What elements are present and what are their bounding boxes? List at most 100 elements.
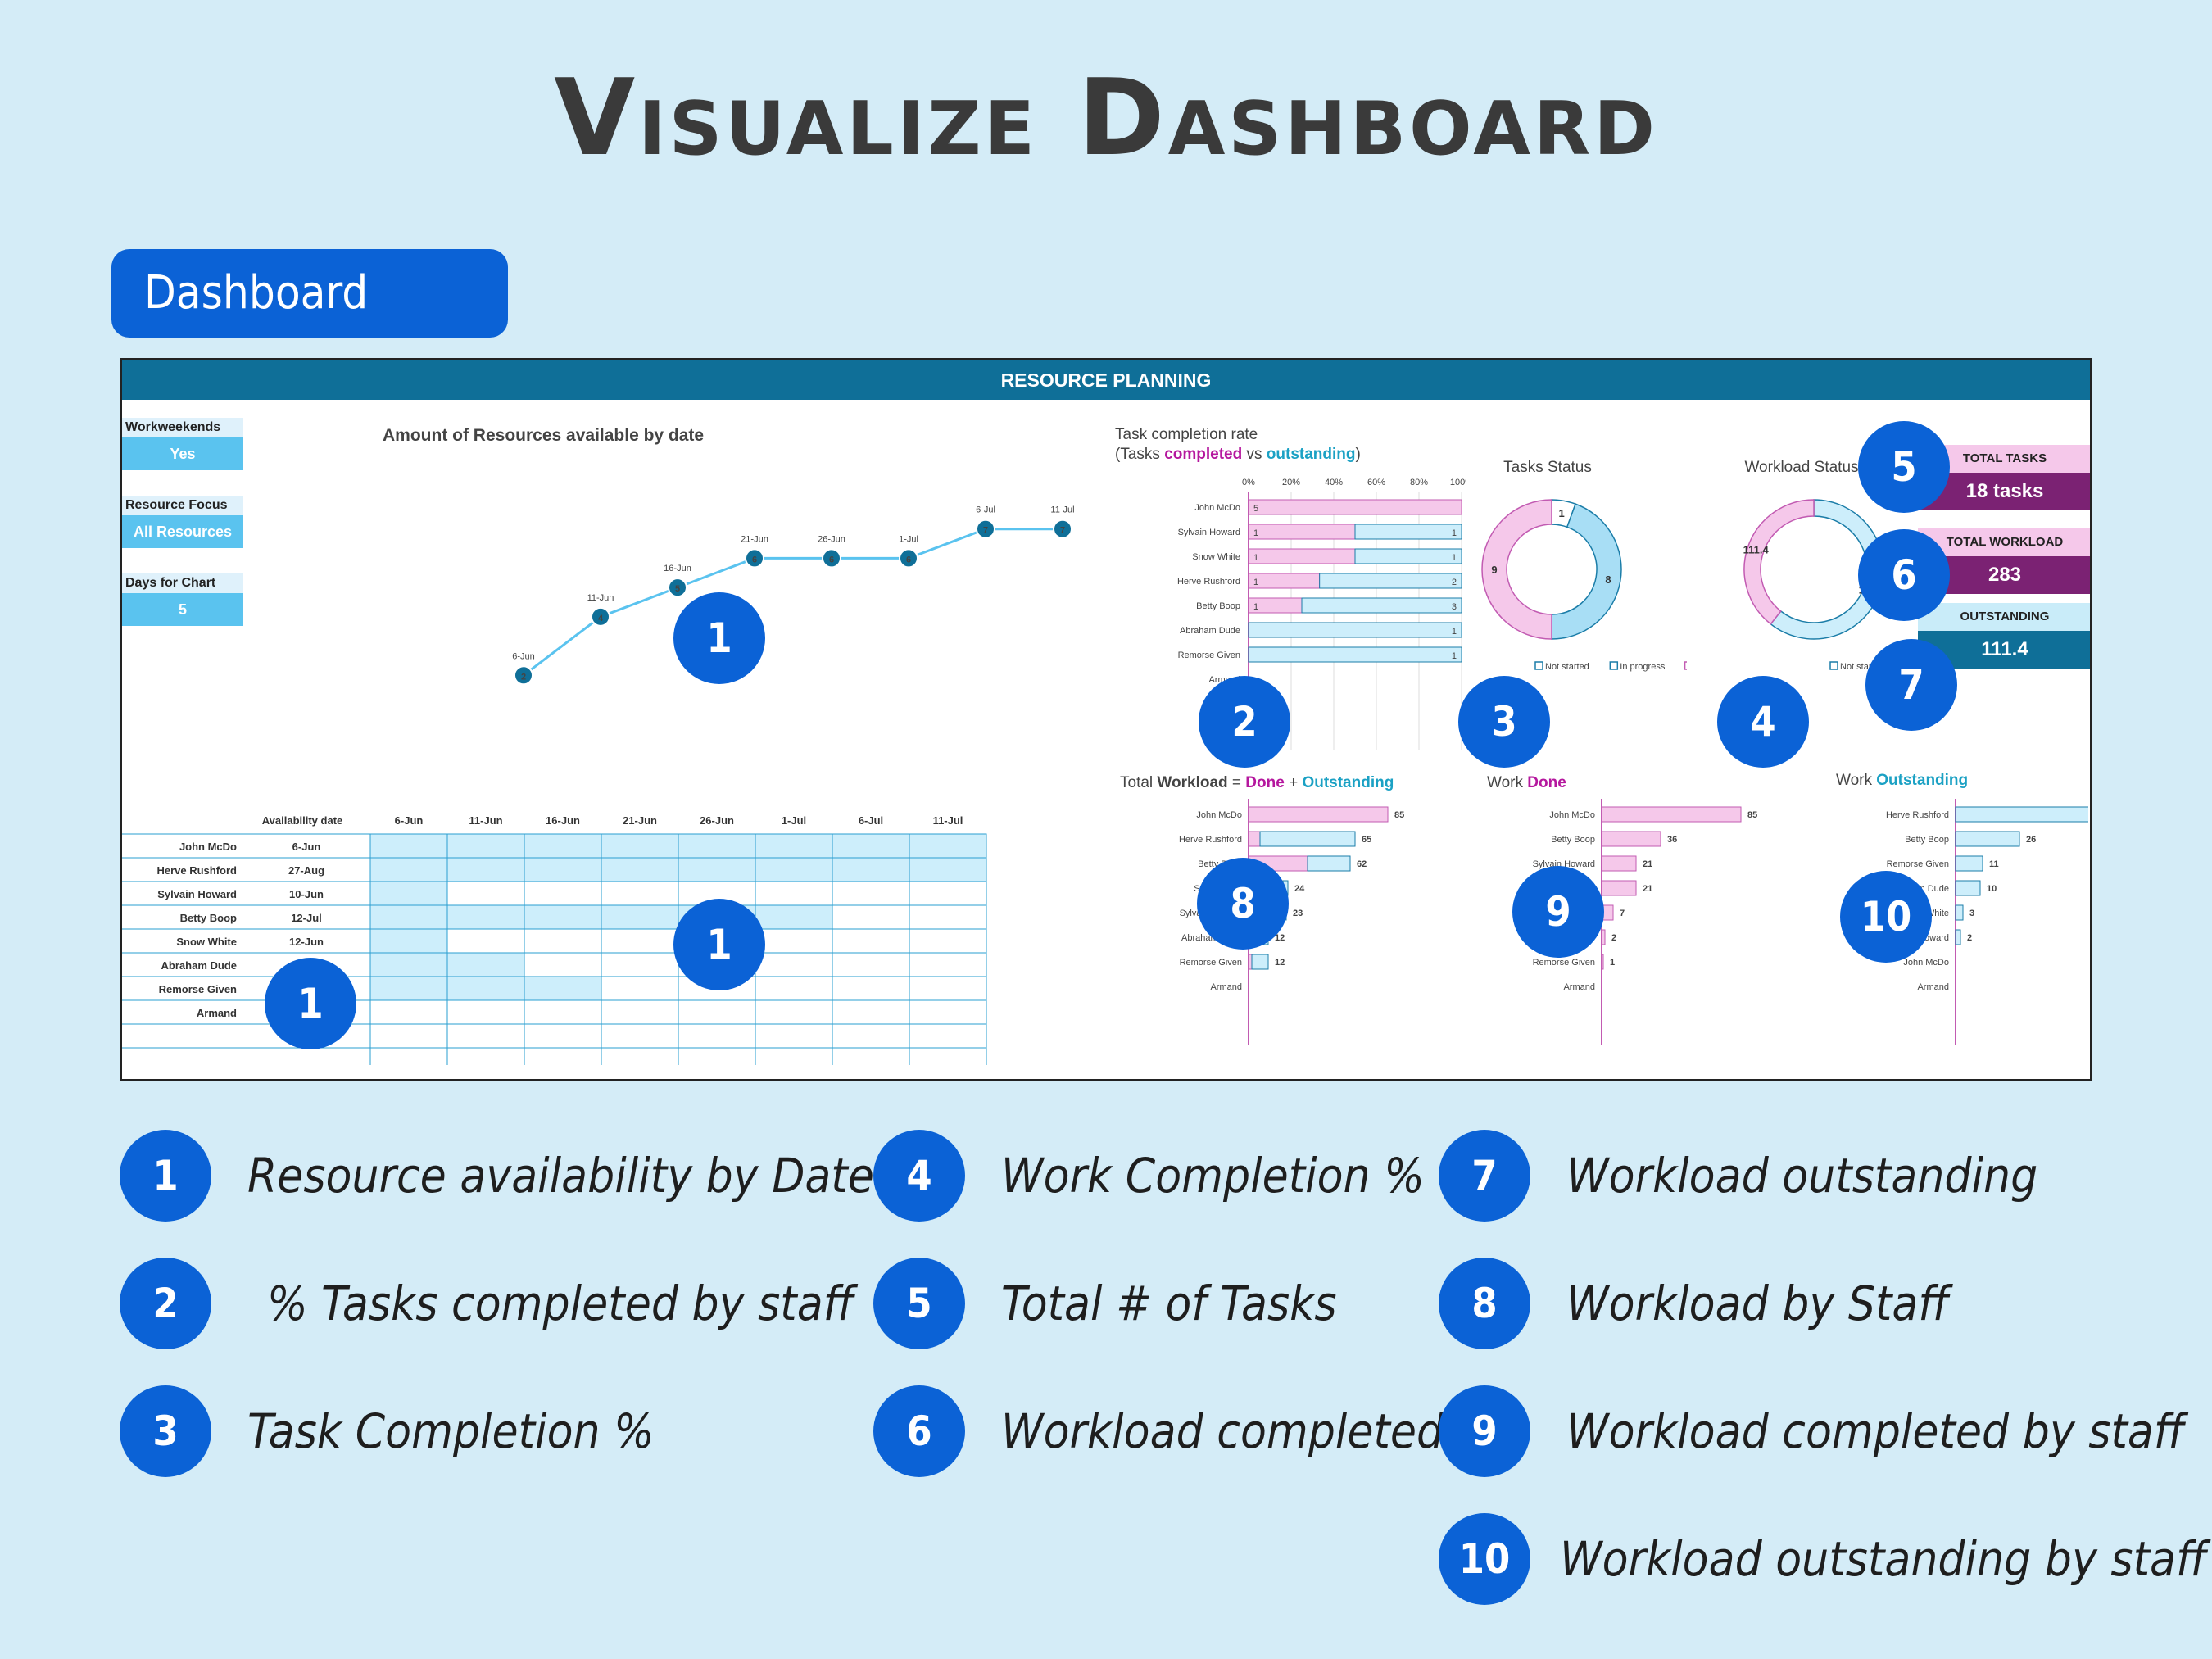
tasks-status-legend-label: Not started bbox=[1545, 662, 1589, 672]
control-resource-focus[interactable]: Resource Focus All Resources bbox=[122, 496, 243, 548]
work-outstanding-row-name: Armand bbox=[1917, 982, 1949, 992]
dashboard-output-label: Dashboard Output bbox=[111, 249, 508, 408]
rate-bar-outstanding-label: 1 bbox=[1452, 651, 1457, 661]
kpi-outstanding: OUTSTANDING 111.4 bbox=[1918, 603, 2090, 669]
legend-badge: 4 bbox=[873, 1130, 965, 1222]
control-value[interactable]: Yes bbox=[122, 437, 243, 470]
table-cell bbox=[369, 904, 448, 930]
availability-point bbox=[745, 548, 764, 569]
work-done-row-name: Armand bbox=[1563, 982, 1595, 992]
availability-point-value: 5 bbox=[675, 584, 680, 594]
total-workload-bar-total: 24 bbox=[1294, 884, 1305, 894]
overlay-badge-6: 6 bbox=[1858, 529, 1950, 621]
legend-text: Task Completion % bbox=[247, 1403, 655, 1459]
control-days-for-chart[interactable]: Days for Chart 5 bbox=[122, 573, 243, 626]
work-outstanding-bar-value: 10 bbox=[1987, 884, 1997, 894]
legend-badge: 1 bbox=[120, 1130, 211, 1222]
overlay-badge-2: 2 bbox=[1199, 676, 1290, 768]
tasks-status-slice bbox=[1481, 499, 1552, 640]
table-cell bbox=[832, 928, 910, 954]
table-cell bbox=[755, 881, 833, 906]
total-workload-bar-outstanding bbox=[1251, 954, 1269, 970]
total-workload-bar-total: 12 bbox=[1275, 958, 1285, 968]
work-outstanding-row-name: John McDo bbox=[1903, 958, 1949, 968]
control-value[interactable]: 5 bbox=[122, 593, 243, 626]
total-workload-bar-total: 62 bbox=[1357, 859, 1367, 869]
table-cell bbox=[909, 881, 987, 906]
control-workweekends[interactable]: Workweekends Yes bbox=[122, 418, 243, 470]
table-cell bbox=[755, 1047, 833, 1065]
work-done-bar-value: 21 bbox=[1643, 859, 1652, 869]
total-workload-bar-outstanding bbox=[1259, 831, 1356, 847]
total-workload-row-name: John McDo bbox=[1196, 810, 1242, 820]
work-done-bar bbox=[1601, 929, 1606, 945]
work-outstanding-row-name: Betty Boop bbox=[1905, 835, 1949, 845]
legend-text: Workload completed by staff bbox=[1566, 1403, 2185, 1459]
control-label: Workweekends bbox=[122, 418, 243, 437]
legend-text: % Tasks completed by staff bbox=[267, 1276, 854, 1331]
work-outstanding-bar-value: 3 bbox=[1969, 909, 1974, 918]
title-workload: Workload bbox=[1157, 774, 1228, 791]
availability-point-value: 6 bbox=[752, 555, 757, 564]
table-cell bbox=[832, 833, 910, 859]
tasks-status-title: Tasks Status bbox=[1503, 459, 1592, 476]
table-date-header: 11-Jun bbox=[469, 814, 502, 827]
table-cell bbox=[446, 976, 525, 1001]
availability-point-date: 16-Jun bbox=[664, 564, 691, 573]
availability-point-value: 6 bbox=[906, 555, 911, 564]
availability-point-value: 4 bbox=[598, 614, 604, 623]
work-outstanding-row-name: Remorse Given bbox=[1887, 859, 1949, 869]
availability-point bbox=[591, 606, 610, 627]
legend-text: Resource availability by Date bbox=[247, 1148, 874, 1203]
table-date-header: 6-Jun bbox=[395, 814, 424, 827]
table-date-header: 26-Jun bbox=[700, 814, 734, 827]
table-date-header: 16-Jun bbox=[546, 814, 580, 827]
total-workload-bar-total: 23 bbox=[1293, 909, 1303, 918]
table-cell bbox=[369, 1023, 448, 1049]
work-done-title: Work Done bbox=[1487, 774, 1566, 792]
rate-row-name: Remorse Given bbox=[1178, 650, 1240, 660]
rate-bar-outstanding bbox=[1354, 548, 1462, 564]
work-outstanding-bar bbox=[1955, 904, 1964, 921]
table-cell bbox=[832, 999, 910, 1025]
control-value[interactable]: All Resources bbox=[122, 515, 243, 548]
control-label: Days for Chart bbox=[122, 573, 243, 593]
table-cell bbox=[524, 881, 602, 906]
legend-badge: 8 bbox=[1439, 1258, 1530, 1349]
overlay-badge-5: 5 bbox=[1858, 421, 1950, 513]
table-cell bbox=[832, 952, 910, 977]
total-workload-bar-total: 12 bbox=[1275, 933, 1285, 943]
rate-bar-outstanding bbox=[1354, 524, 1462, 540]
work-done-bar bbox=[1601, 806, 1742, 823]
table-row-name: Remorse Given bbox=[159, 983, 237, 995]
table-header-label: Availability date bbox=[262, 814, 343, 827]
rate-bar-completed bbox=[1248, 548, 1356, 564]
table-cell bbox=[601, 1047, 679, 1065]
title-outstanding: Outstanding bbox=[1302, 774, 1394, 791]
table-cell bbox=[601, 904, 679, 930]
title-outstanding: Outstanding bbox=[1876, 772, 1969, 789]
table-cell bbox=[755, 833, 833, 859]
table-cell bbox=[755, 904, 833, 930]
table-cell bbox=[755, 857, 833, 882]
completion-rate-title: Task completion rate bbox=[1115, 426, 1258, 443]
overlay-badge-3: 3 bbox=[1458, 676, 1550, 768]
rate-bar-outstanding bbox=[1301, 597, 1462, 614]
rate-bar-completed-label: 5 bbox=[1253, 504, 1258, 514]
work-done-row-name: Betty Boop bbox=[1551, 835, 1595, 845]
work-outstanding-row-name: Herve Rushford bbox=[1886, 810, 1949, 820]
rate-row-name: Betty Boop bbox=[1196, 601, 1240, 611]
title-part: Total bbox=[1120, 774, 1158, 791]
legend-text: Workload completed bbox=[1001, 1403, 1444, 1459]
availability-point-value: 7 bbox=[1060, 526, 1065, 536]
table-cell bbox=[755, 928, 833, 954]
table-row-name: Herve Rushford bbox=[156, 864, 237, 877]
rate-axis-tick: 80% bbox=[1410, 478, 1428, 487]
table-row-name: John McDo bbox=[179, 841, 237, 853]
legend-text: Workload outstanding bbox=[1566, 1148, 2038, 1203]
table-cell bbox=[524, 952, 602, 977]
work-done-bar-value: 21 bbox=[1643, 884, 1652, 894]
table-cell bbox=[601, 881, 679, 906]
table-row-date: 6-Jun bbox=[292, 841, 321, 853]
table-row-name: Abraham Dude bbox=[161, 959, 237, 972]
